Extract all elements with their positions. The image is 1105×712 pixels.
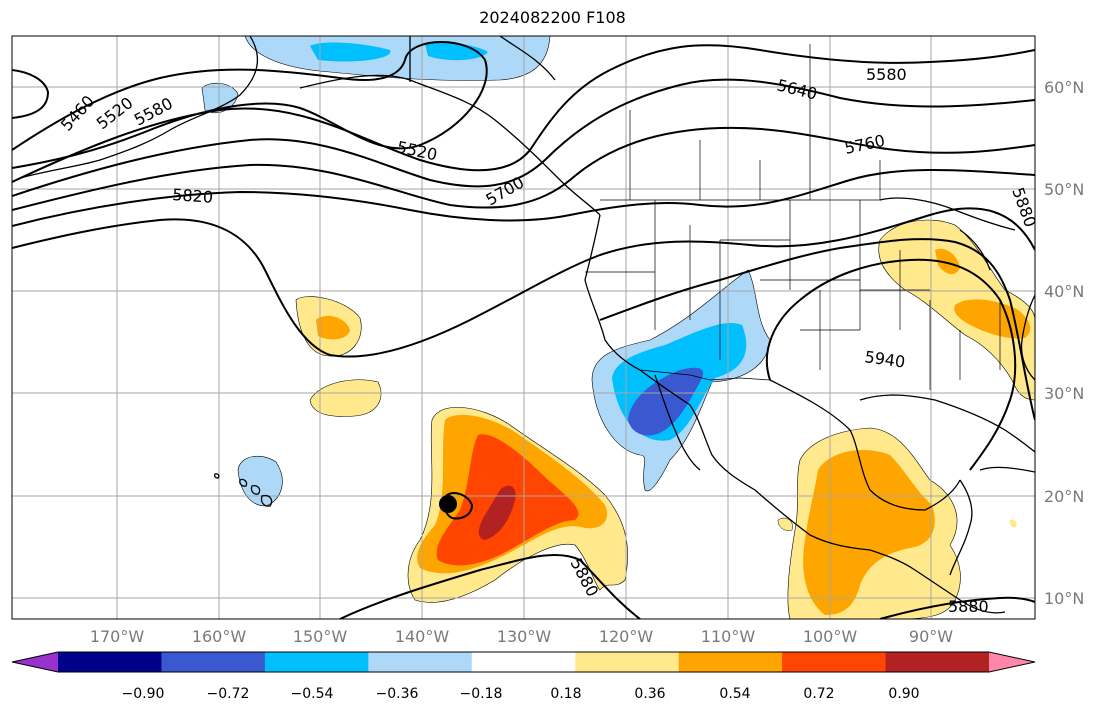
colorbar-tick: 0.90 [888, 686, 919, 702]
lat-label: 30°N [1044, 384, 1084, 403]
contour-label: 5820 [172, 185, 214, 207]
colorbar-tick: −0.90 [122, 686, 165, 702]
colorbar-extend-high [989, 652, 1035, 672]
lon-label: 100°W [803, 627, 858, 646]
colorbar-cell [471, 652, 576, 672]
colorbar-tick: −0.54 [291, 686, 334, 702]
contour-label: 5880 [948, 597, 989, 616]
lon-label: 110°W [701, 627, 756, 646]
colorbar-cell [885, 652, 990, 672]
colorbar-tick: 0.36 [634, 686, 665, 702]
colorbar-cell [58, 652, 163, 672]
lon-label: 120°W [599, 627, 654, 646]
colorbar-tick: −0.72 [207, 686, 250, 702]
colorbar-extend-low [12, 652, 58, 672]
colorbar-cell [368, 652, 473, 672]
colorbar-tick: 0.54 [719, 686, 750, 702]
lat-label: 10°N [1044, 589, 1084, 608]
lat-label: 60°N [1044, 78, 1084, 97]
lat-label: 40°N [1044, 282, 1084, 301]
height-contours [12, 41, 1035, 619]
colorbar: −0.90 −0.72 −0.54 −0.36 −0.18 0.18 0.36 … [11, 651, 1036, 702]
lon-label: 170°W [90, 627, 145, 646]
colorbar-tick: −0.18 [460, 686, 503, 702]
colorbar-tick: −0.36 [376, 686, 419, 702]
lon-label: 140°W [395, 627, 450, 646]
political-borders [585, 44, 1001, 390]
lon-label: 160°W [192, 627, 247, 646]
colorbar-outline [11, 651, 1036, 673]
colorbar-cell [161, 652, 266, 672]
colorbar-cell [782, 652, 887, 672]
map-title: 2024082200 F108 [479, 8, 626, 27]
colorbar-tick: 0.72 [803, 686, 834, 702]
anomaly-shading [201, 36, 1035, 619]
colorbar-tick: 0.18 [550, 686, 581, 702]
lon-label: 150°W [293, 627, 348, 646]
lat-label: 50°N [1044, 180, 1084, 199]
lat-label: 20°N [1044, 487, 1084, 506]
contour-label: 5580 [866, 65, 907, 84]
lon-label: 130°W [497, 627, 552, 646]
map-frame [11, 35, 1036, 620]
colorbar-cell [678, 652, 783, 672]
colorbar-cell [264, 652, 369, 672]
storm-center-dot [439, 495, 457, 513]
lon-label: 90°W [909, 627, 953, 646]
latitude-labels: 60°N 50°N 40°N 30°N 20°N 10°N [1044, 78, 1084, 608]
colorbar-cell [575, 652, 680, 672]
longitude-labels: 170°W 160°W 150°W 140°W 130°W 120°W 110°… [90, 627, 953, 646]
